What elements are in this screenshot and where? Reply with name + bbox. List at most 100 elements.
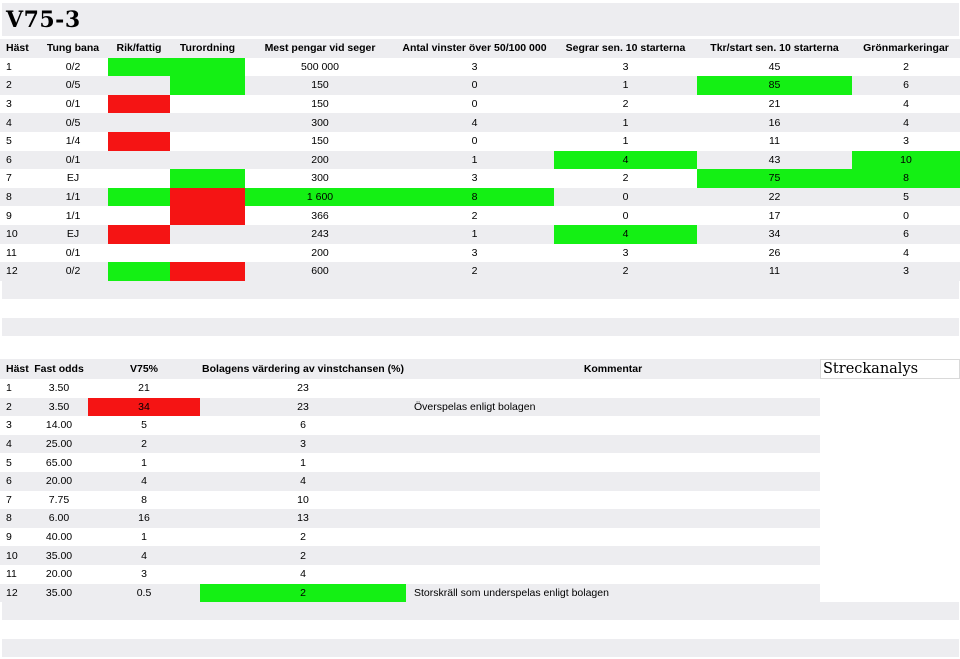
cell-tung-bana[interactable]: EJ [66, 172, 80, 185]
cell-segrar[interactable]: 0 [622, 209, 629, 222]
cell-kommentar[interactable] [406, 546, 820, 565]
cell-turordning[interactable] [170, 262, 245, 281]
cell-fast-odds[interactable]: 6.00 [30, 509, 88, 528]
cell-segrar[interactable]: 2 [554, 262, 697, 281]
cell-hast[interactable]: 9 [6, 531, 12, 544]
streckanalys-column-cell[interactable] [820, 397, 960, 417]
cell-fast-odds[interactable]: 20.00 [30, 471, 88, 491]
header-segrar[interactable]: Segrar sen. 10 starterna [554, 39, 697, 58]
cell-tkr-start[interactable]: 11 [769, 135, 780, 148]
cell-kommentar[interactable] [406, 509, 820, 528]
cell-bolagens-vardering[interactable]: 10 [297, 493, 309, 506]
header-gronmarkeringar[interactable]: Grönmarkeringar [852, 39, 960, 58]
cell-mest-pengar[interactable]: 1 600 [245, 187, 395, 207]
cell-v75-percent[interactable]: 16 [88, 509, 200, 528]
header-rik-fattig[interactable]: Rik/fattig [108, 39, 170, 58]
streckanalys-column-cell[interactable] [820, 416, 960, 435]
cell-hast[interactable]: 6 [0, 150, 38, 170]
cell-bolagens-vardering[interactable]: 2 [200, 583, 406, 603]
header-fast-odds[interactable]: Fast odds [30, 359, 88, 379]
cell-tung-bana[interactable]: 0/1 [38, 150, 108, 170]
cell-segrar[interactable]: 4 [554, 150, 697, 170]
cell-fast-odds[interactable]: 7.75 [48, 493, 70, 506]
cell-antal-vinster[interactable]: 2 [395, 262, 554, 281]
cell-v75-percent[interactable]: 4 [88, 546, 200, 565]
cell-hast[interactable]: 1 [6, 382, 12, 395]
cell-tung-bana[interactable]: 0/5 [38, 113, 108, 132]
cell-gronmarkeringar[interactable]: 10 [852, 150, 960, 170]
cell-segrar[interactable]: 1 [554, 76, 697, 95]
cell-tkr-start[interactable]: 16 [697, 113, 852, 132]
cell-mest-pengar[interactable]: 300 [311, 172, 329, 185]
cell-gronmarkeringar[interactable]: 4 [903, 246, 909, 259]
cell-hast[interactable]: 10 [0, 546, 30, 565]
header-bolagens-vardering[interactable]: Bolagens värdering av vinstchansen (%) [200, 359, 406, 379]
cell-rik-fattig[interactable] [108, 94, 170, 114]
cell-bolagens-vardering[interactable]: 3 [200, 434, 406, 454]
cell-fast-odds[interactable]: 65.00 [45, 456, 73, 469]
streckanalys-column-cell[interactable] [820, 490, 960, 510]
streckanalys-column-cell[interactable] [820, 471, 960, 491]
cell-tkr-start[interactable]: 17 [768, 209, 781, 222]
cell-rik-fattig[interactable] [108, 150, 170, 170]
cell-hast[interactable]: 9 [6, 209, 12, 222]
cell-v75-percent[interactable]: 2 [88, 434, 200, 454]
cell-antal-vinster[interactable]: 0 [471, 135, 478, 148]
cell-tung-bana[interactable]: 0/5 [38, 76, 108, 95]
cell-hast[interactable]: 2 [0, 76, 38, 95]
cell-antal-vinster[interactable]: 8 [395, 187, 554, 207]
cell-hast[interactable]: 7 [6, 493, 12, 506]
cell-bolagens-vardering[interactable]: 6 [300, 419, 306, 432]
cell-rik-fattig[interactable] [108, 57, 170, 77]
cell-turordning[interactable] [170, 132, 245, 151]
cell-tkr-start[interactable]: 26 [768, 246, 781, 259]
cell-gronmarkeringar[interactable]: 4 [852, 113, 960, 132]
cell-tkr-start[interactable]: 75 [697, 169, 852, 188]
cell-mest-pengar[interactable]: 200 [245, 150, 395, 170]
cell-mest-pengar[interactable]: 600 [245, 262, 395, 281]
cell-mest-pengar[interactable]: 150 [245, 76, 395, 95]
cell-v75-percent[interactable]: 34 [88, 397, 200, 417]
cell-hast[interactable]: 11 [6, 246, 17, 259]
cell-gronmarkeringar[interactable]: 6 [852, 76, 960, 95]
cell-tung-bana[interactable]: EJ [38, 224, 108, 244]
cell-tung-bana[interactable]: 1/1 [38, 187, 108, 207]
streckanalys-column-cell[interactable] [820, 564, 960, 584]
cell-v75-percent[interactable]: 4 [88, 471, 200, 491]
cell-hast[interactable]: 4 [0, 113, 38, 132]
cell-hast[interactable]: 12 [0, 262, 38, 281]
cell-gronmarkeringar[interactable]: 4 [903, 98, 909, 111]
cell-segrar[interactable]: 0 [554, 187, 697, 207]
cell-v75-percent[interactable]: 21 [138, 382, 150, 395]
cell-turordning[interactable] [170, 113, 245, 132]
cell-bolagens-vardering[interactable]: 23 [297, 382, 309, 395]
cell-turordning[interactable] [170, 76, 245, 95]
cell-segrar[interactable]: 3 [622, 60, 629, 73]
cell-bolagens-vardering[interactable]: 23 [200, 397, 406, 417]
streckanalys-cell[interactable]: Streckanalys [820, 359, 960, 379]
cell-kommentar[interactable]: Överspelas enligt bolagen [406, 397, 820, 417]
cell-v75-percent[interactable]: 3 [141, 568, 147, 581]
cell-fast-odds[interactable]: 14.00 [45, 419, 73, 432]
cell-tung-bana[interactable]: 0/1 [65, 98, 81, 111]
cell-tung-bana[interactable]: 1/1 [65, 209, 81, 222]
cell-turordning[interactable] [170, 244, 245, 263]
streckanalys-column-cell[interactable] [820, 453, 960, 472]
streckanalys-column-cell[interactable] [820, 509, 960, 528]
cell-gronmarkeringar[interactable]: 0 [903, 209, 909, 222]
header-antal-vinster[interactable]: Antal vinster över 50/100 000 [395, 39, 554, 58]
cell-tkr-start[interactable]: 34 [697, 224, 852, 244]
cell-segrar[interactable]: 1 [622, 135, 629, 148]
cell-hast[interactable]: 3 [6, 419, 12, 432]
cell-antal-vinster[interactable]: 4 [395, 113, 554, 132]
cell-fast-odds[interactable]: 40.00 [45, 531, 73, 544]
cell-bolagens-vardering[interactable]: 4 [300, 568, 306, 581]
streckanalys-column-cell[interactable] [820, 434, 960, 454]
cell-gronmarkeringar[interactable]: 3 [903, 135, 909, 148]
cell-tkr-start[interactable]: 11 [697, 262, 852, 281]
cell-segrar[interactable]: 3 [622, 246, 629, 259]
cell-fast-odds[interactable]: 35.00 [30, 583, 88, 603]
cell-mest-pengar[interactable]: 150 [311, 98, 329, 111]
cell-v75-percent[interactable]: 8 [141, 493, 147, 506]
cell-bolagens-vardering[interactable]: 1 [300, 456, 306, 469]
